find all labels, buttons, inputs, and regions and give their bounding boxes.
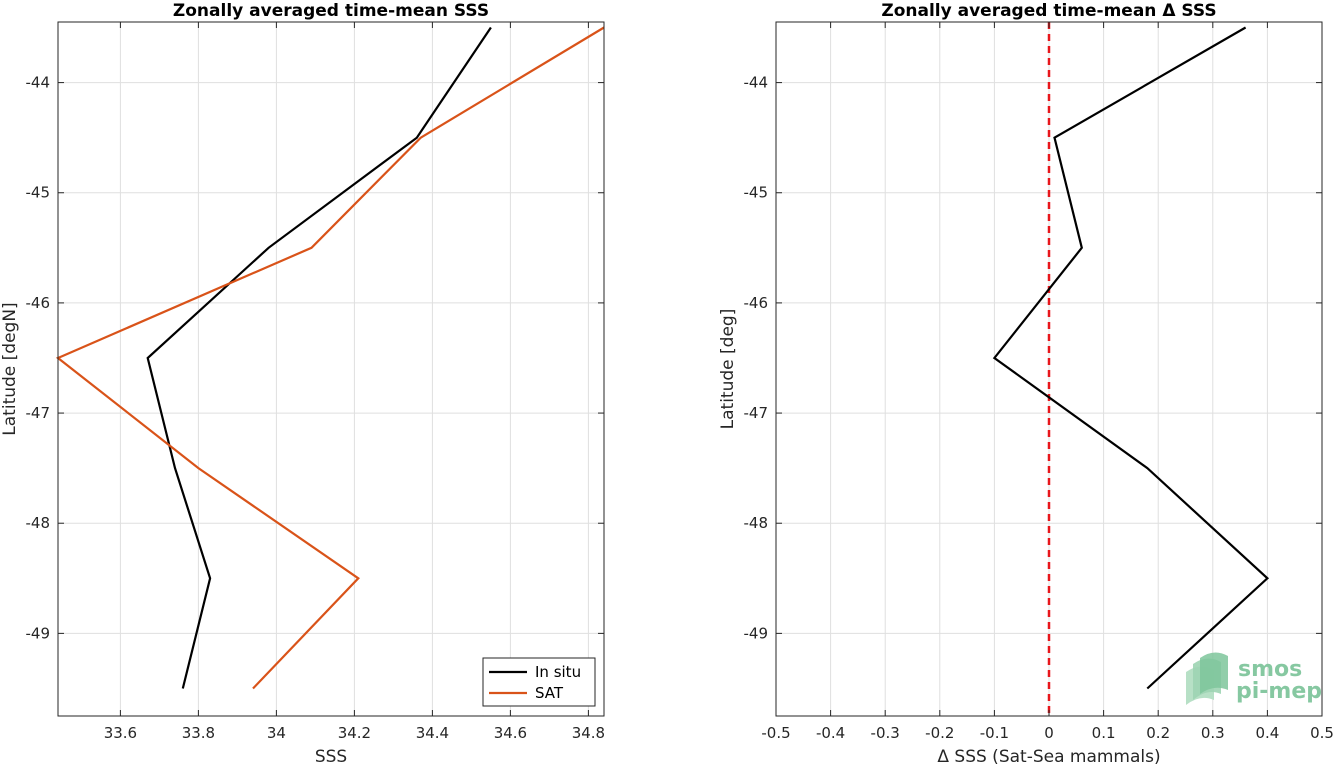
x-tick-label: 0.3 xyxy=(1201,724,1225,742)
panel-delta-sss: -0.5 -0.4 -0.3 -0.2 -0.1 0 0.1 0.2 0.3 0.4 0.5 -49 -… xyxy=(718,1,1333,765)
x-tick-label: 34.2 xyxy=(338,724,371,742)
chart-title: Zonally averaged time-mean Δ SSS xyxy=(881,1,1216,21)
y-tick-label: -46 xyxy=(744,294,769,312)
y-tick-label: -47 xyxy=(744,404,769,422)
x-tick-label: 0.1 xyxy=(1092,724,1116,742)
chart-title: Zonally averaged time-mean SSS xyxy=(173,1,489,21)
legend-box xyxy=(482,657,596,707)
x-axis-label: Δ SSS (Sat-Sea mammals) xyxy=(937,747,1160,765)
x-tick-label: 34 xyxy=(267,724,286,742)
logo-text-bottom: pi-mep xyxy=(1236,679,1322,704)
x-tick-label: -0.5 xyxy=(761,724,790,742)
x-tick-label: 33.6 xyxy=(104,724,137,742)
axes-box xyxy=(57,21,605,717)
x-tick-label: 34.6 xyxy=(494,724,527,742)
x-tick-label: -0.2 xyxy=(925,724,954,742)
logo-text-top: smos xyxy=(1238,657,1302,682)
x-tick-label: 34.8 xyxy=(572,724,605,742)
y-tick-label: -44 xyxy=(26,74,51,92)
x-tick-label: 0.5 xyxy=(1310,724,1333,742)
x-tick-label: 0.4 xyxy=(1255,724,1279,742)
x-tick-label: 0 xyxy=(1044,724,1054,742)
logo-wave-icon xyxy=(1186,652,1228,705)
x-axis-label: SSS xyxy=(315,747,347,765)
legend-label: In situ xyxy=(535,663,581,681)
x-tick-label: 34.4 xyxy=(416,724,449,742)
panel-sss: 33.6 33.8 34 34.2 34.4 34.6 34.8 -49 -48 -47 -46 -4… xyxy=(0,1,605,765)
x-tick-label: 0.2 xyxy=(1146,724,1170,742)
y-tick-label: -45 xyxy=(26,184,51,202)
y-tick-label: -47 xyxy=(26,404,51,422)
series-line-sat xyxy=(55,26,605,690)
legend-label: SAT xyxy=(535,684,564,702)
y-tick-label: -49 xyxy=(26,624,51,642)
x-tick-label: -0.1 xyxy=(980,724,1009,742)
x-tick-label: -0.3 xyxy=(871,724,900,742)
x-tick-label: 33.8 xyxy=(182,724,215,742)
series-line-0 xyxy=(992,26,1270,690)
y-tick-label: -46 xyxy=(26,294,51,312)
x-tick-label: -0.4 xyxy=(816,724,845,742)
y-axis-label: Latitude [deg] xyxy=(718,309,738,430)
y-tick-label: -44 xyxy=(744,74,769,92)
y-tick-label: -48 xyxy=(26,514,51,532)
y-tick-label: -48 xyxy=(744,514,769,532)
y-axis-label: Latitude [degN] xyxy=(0,302,20,435)
y-tick-label: -45 xyxy=(744,184,769,202)
smos-pi-mep-logo: smos pi-mep xyxy=(1186,652,1322,705)
y-tick-label: -49 xyxy=(744,624,769,642)
